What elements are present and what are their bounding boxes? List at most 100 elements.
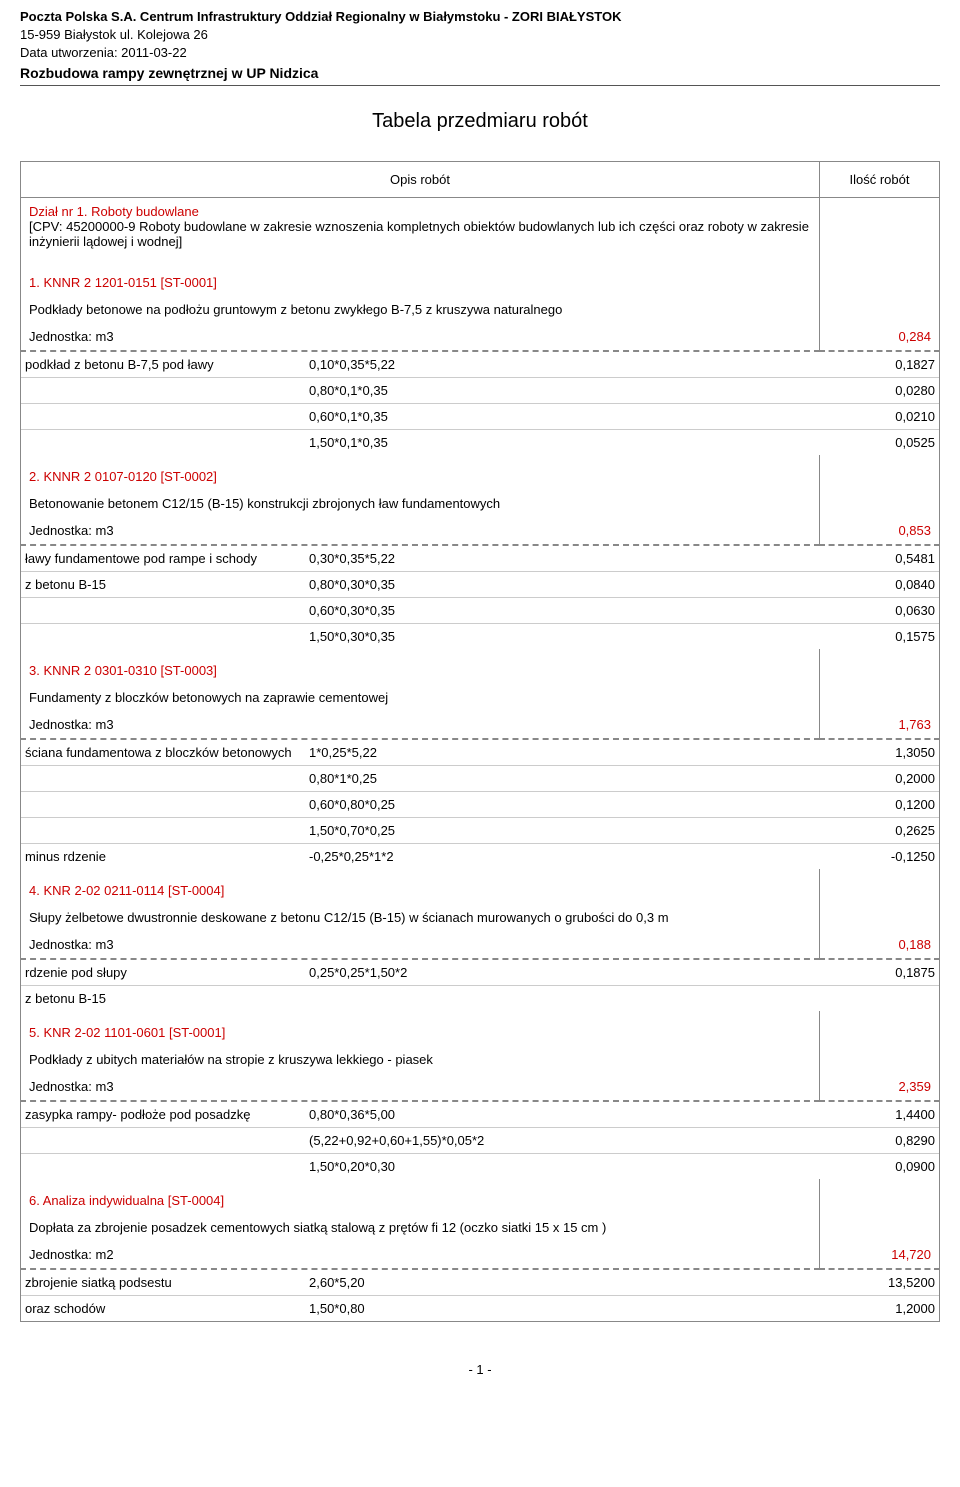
item-description: Słupy żelbetowe dwustronnie deskowane z … [29, 910, 811, 925]
calc-label [21, 597, 305, 623]
item-unit: Jednostka: m3 [29, 329, 114, 344]
calc-value: 1,4400 [819, 1102, 939, 1128]
calc-expr: 0,10*0,35*5,22 [305, 352, 819, 378]
item-title-row: 2. KNNR 2 0107-0120 [ST-0002] [21, 455, 940, 490]
calc-expr: 0,80*0,36*5,00 [305, 1102, 819, 1128]
calc-row: 1,50*0,1*0,350,0525 [21, 429, 939, 455]
item-total: 0,284 [820, 323, 940, 351]
calc-label [21, 817, 305, 843]
calc-label [21, 1153, 305, 1179]
calc-value: 0,0630 [819, 597, 939, 623]
calc-value: 0,5481 [819, 546, 939, 572]
calc-label: podkład z betonu B-7,5 pod ławy [21, 352, 305, 378]
calc-expr: -0,25*0,25*1*2 [305, 843, 819, 869]
calc-label [21, 623, 305, 649]
measurement-table: Opis robót Ilość robót Dział nr 1. Robot… [20, 161, 940, 1322]
item-unit-row: Jednostka: m31,763 [21, 711, 940, 739]
calc-value: 0,2625 [819, 817, 939, 843]
item-desc-row: Fundamenty z bloczków betonowych na zapr… [21, 684, 940, 711]
item-description: Dopłata za zbrojenie posadzek cementowyc… [29, 1220, 811, 1235]
item-title-row: 1. KNNR 2 1201-0151 [ST-0001] [21, 261, 940, 296]
calc-expr: 0,80*0,30*0,35 [305, 571, 819, 597]
calc-label [21, 429, 305, 455]
item-calc-container: podkład z betonu B-7,5 pod ławy0,10*0,35… [21, 351, 940, 455]
section-title: Dział nr 1. Roboty budowlane [29, 204, 811, 219]
item-unit-row: Jednostka: m30,853 [21, 517, 940, 545]
item-description: Betonowanie betonem C12/15 (B-15) konstr… [29, 496, 811, 511]
calc-row: oraz schodów1,50*0,801,2000 [21, 1295, 939, 1321]
calc-row: 0,80*0,1*0,350,0280 [21, 377, 939, 403]
item-code: 2. KNNR 2 0107-0120 [ST-0002] [29, 469, 811, 484]
item-unit: Jednostka: m3 [29, 1079, 114, 1094]
calc-row: minus rdzenie-0,25*0,25*1*2-0,1250 [21, 843, 939, 869]
item-unit: Jednostka: m2 [29, 1247, 114, 1262]
calc-value: 0,2000 [819, 765, 939, 791]
calc-row: rdzenie pod słupy0,25*0,25*1,50*20,1875 [21, 960, 939, 986]
item-total: 0,853 [820, 517, 940, 545]
item-desc-row: Podkłady betonowe na podłożu gruntowym z… [21, 296, 940, 323]
calc-label [21, 791, 305, 817]
calc-label [21, 765, 305, 791]
calc-expr: 0,60*0,1*0,35 [305, 403, 819, 429]
item-calc-container: zbrojenie siatką podsestu2,60*5,2013,520… [21, 1269, 940, 1322]
calc-expr: 0,80*1*0,25 [305, 765, 819, 791]
calc-expr: 1,50*0,20*0,30 [305, 1153, 819, 1179]
item-total: 0,188 [820, 931, 940, 959]
item-desc-row: Podkłady z ubitych materiałów na stropie… [21, 1046, 940, 1073]
date-line: Data utworzenia: 2011-03-22 [20, 44, 940, 62]
calc-value: 0,0280 [819, 377, 939, 403]
table-header-row: Opis robót Ilość robót [21, 161, 940, 197]
calc-value: 1,2000 [819, 1295, 939, 1321]
calc-row: zasypka rampy- podłoże pod posadzkę0,80*… [21, 1102, 939, 1128]
calc-row: 1,50*0,30*0,350,1575 [21, 623, 939, 649]
calc-expr: 1,50*0,30*0,35 [305, 623, 819, 649]
calc-value: 0,1875 [819, 960, 939, 986]
item-unit-row: Jednostka: m30,188 [21, 931, 940, 959]
calc-label: zasypka rampy- podłoże pod posadzkę [21, 1102, 305, 1128]
calc-value: 0,8290 [819, 1127, 939, 1153]
calc-label: ławy fundamentowe pod rampe i schody [21, 546, 305, 572]
calc-expr: 1,50*0,80 [305, 1295, 819, 1321]
date-label: Data utworzenia: [20, 45, 121, 60]
calc-row: z betonu B-150,80*0,30*0,350,0840 [21, 571, 939, 597]
item-unit-row: Jednostka: m2 14,720 [21, 1241, 940, 1269]
calc-table: zasypka rampy- podłoże pod posadzkę0,80*… [21, 1102, 939, 1179]
item-total: 14,720 [820, 1241, 940, 1269]
calc-value: 13,5200 [819, 1270, 939, 1296]
calc-label: minus rdzenie [21, 843, 305, 869]
calc-label [21, 377, 305, 403]
calc-value: 0,0900 [819, 1153, 939, 1179]
col-header-desc: Opis robót [21, 161, 820, 197]
calc-expr: 1,50*0,70*0,25 [305, 817, 819, 843]
calc-label: zbrojenie siatką podsestu [21, 1270, 305, 1296]
calc-value: -0,1250 [819, 843, 939, 869]
calc-expr: 0,80*0,1*0,35 [305, 377, 819, 403]
calc-row: ściana fundamentowa z bloczków betonowyc… [21, 740, 939, 766]
calc-value: 1,3050 [819, 740, 939, 766]
calc-table: rdzenie pod słupy0,25*0,25*1,50*20,1875z… [21, 960, 939, 1011]
item-description: Podkłady z ubitych materiałów na stropie… [29, 1052, 811, 1067]
calc-value: 0,1200 [819, 791, 939, 817]
item-unit-row: Jednostka: m3 0,284 [21, 323, 940, 351]
calc-table: podkład z betonu B-7,5 pod ławy0,10*0,35… [21, 352, 939, 455]
calc-table: ławy fundamentowe pod rampe i schody0,30… [21, 546, 939, 649]
item-desc-row: Dopłata za zbrojenie posadzek cementowyc… [21, 1214, 940, 1241]
address-line: 15-959 Białystok ul. Kolejowa 26 [20, 26, 940, 44]
calc-label: rdzenie pod słupy [21, 960, 305, 986]
calc-expr: 0,60*0,80*0,25 [305, 791, 819, 817]
item-title-row: 4. KNR 2-02 0211-0114 [ST-0004] [21, 869, 940, 904]
item-code: 6. Analiza indywidualna [ST-0004] [29, 1193, 811, 1208]
calc-value: 0,1575 [819, 623, 939, 649]
item-desc-row: Słupy żelbetowe dwustronnie deskowane z … [21, 904, 940, 931]
item-title-row: 3. KNNR 2 0301-0310 [ST-0003] [21, 649, 940, 684]
item-desc-row: Betonowanie betonem C12/15 (B-15) konstr… [21, 490, 940, 517]
calc-expr: 0,30*0,35*5,22 [305, 546, 819, 572]
calc-label: z betonu B-15 [21, 985, 305, 1011]
calc-label: z betonu B-15 [21, 571, 305, 597]
item-unit-row: Jednostka: m32,359 [21, 1073, 940, 1101]
calc-row: 0,60*0,30*0,350,0630 [21, 597, 939, 623]
calc-expr: 1,50*0,1*0,35 [305, 429, 819, 455]
calc-expr: 0,25*0,25*1,50*2 [305, 960, 819, 986]
calc-expr: 2,60*5,20 [305, 1270, 819, 1296]
calc-expr [305, 985, 819, 1011]
